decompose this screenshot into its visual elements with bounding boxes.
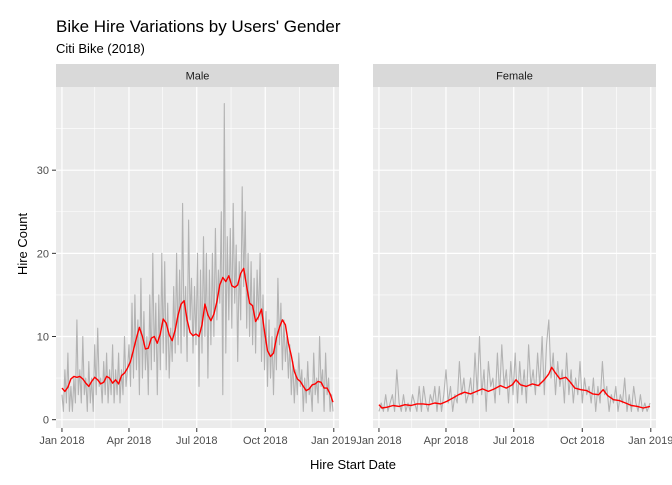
x-tick-label: Oct 2018 xyxy=(243,435,288,447)
facet-label: Male xyxy=(186,71,210,83)
facet-label: Female xyxy=(496,71,533,83)
y-tick-label: 0 xyxy=(43,415,49,427)
x-axis-title: Hire Start Date xyxy=(310,457,396,472)
panel-female: Female Jan 2018 Apr 2018 Jul 2018 Oct 2018 Ja… xyxy=(356,64,672,447)
x-tick-label: Jan 2019 xyxy=(311,435,356,447)
series-line-smoothed xyxy=(61,267,334,403)
y-tick-label: 20 xyxy=(37,248,49,260)
facet-strip xyxy=(373,64,656,87)
x-tick-label: Jul 2018 xyxy=(493,435,535,447)
x-tick-label: Jan 2019 xyxy=(628,435,672,447)
chart-subtitle: Citi Bike (2018) xyxy=(56,41,145,56)
panels: Male Jan 2018 Apr 2018 Jul 2018 Oct 2018 Jan … xyxy=(37,64,672,447)
x-tick-label: Apr 2018 xyxy=(424,435,469,447)
series-line-raw xyxy=(378,319,651,412)
x-tick-label: Jul 2018 xyxy=(176,435,218,447)
x-tick-label: Apr 2018 xyxy=(107,435,152,447)
series-line-raw xyxy=(61,103,334,412)
panel-male: Male Jan 2018 Apr 2018 Jul 2018 Oct 2018 Jan … xyxy=(37,64,356,447)
facet-strip xyxy=(56,64,339,87)
y-tick-label: 30 xyxy=(37,165,49,177)
x-tick-label: Jan 2018 xyxy=(356,435,401,447)
series-line-smoothed xyxy=(378,366,651,409)
x-tick-label: Jan 2018 xyxy=(39,435,84,447)
x-tick-label: Oct 2018 xyxy=(560,435,605,447)
chart-title: Bike Hire Variations by Users' Gender xyxy=(56,17,341,36)
y-tick-label: 10 xyxy=(37,332,49,344)
y-axis-title: Hire Count xyxy=(15,213,30,276)
panel-background xyxy=(373,87,656,428)
